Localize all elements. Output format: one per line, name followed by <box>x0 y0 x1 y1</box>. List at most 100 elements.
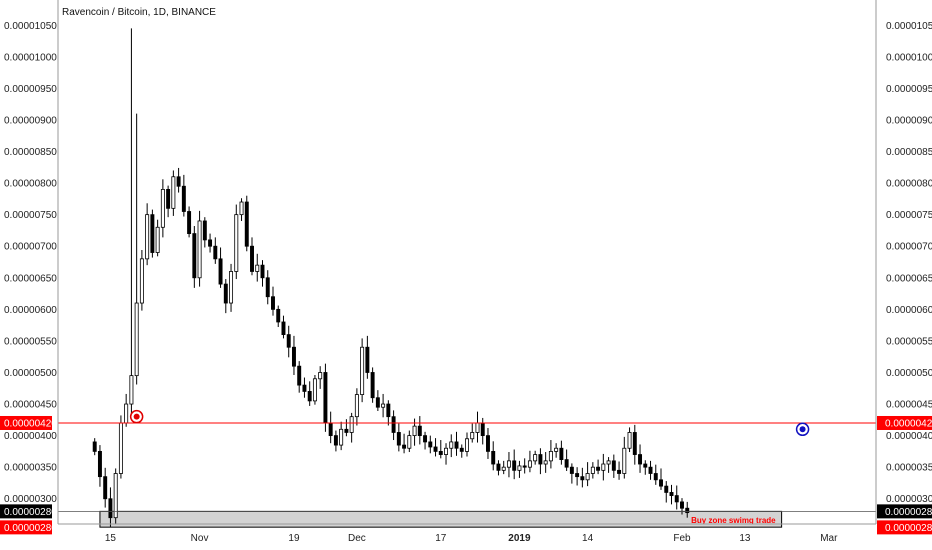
candle-body[interactable] <box>475 422 480 433</box>
candle-body[interactable] <box>139 258 144 304</box>
candle-body[interactable] <box>632 432 637 455</box>
candle-body[interactable] <box>250 245 254 272</box>
candle-body[interactable] <box>659 479 663 487</box>
candle-body[interactable] <box>166 188 171 209</box>
candle-body[interactable] <box>449 441 454 449</box>
candle-body[interactable] <box>297 365 302 386</box>
candle-body[interactable] <box>391 416 396 433</box>
candle-body[interactable] <box>606 460 611 465</box>
candle-body[interactable] <box>197 220 202 279</box>
candle-body[interactable] <box>674 495 679 503</box>
candle-body[interactable] <box>365 346 370 373</box>
candle-body[interactable] <box>323 372 328 424</box>
candle-body[interactable] <box>176 176 181 187</box>
candle-body[interactable] <box>402 444 407 449</box>
candle-body[interactable] <box>271 296 275 310</box>
candle-body[interactable] <box>234 214 239 272</box>
candle-body[interactable] <box>585 473 590 481</box>
candle-body[interactable] <box>118 422 123 474</box>
candle-body[interactable] <box>239 201 244 216</box>
candle-body[interactable] <box>685 507 690 514</box>
candle-body[interactable] <box>375 397 380 408</box>
candle-body[interactable] <box>370 372 375 399</box>
candle-body[interactable] <box>276 308 281 323</box>
candle-body[interactable] <box>580 476 585 481</box>
target-marker-2[interactable] <box>795 422 810 437</box>
candle-body[interactable] <box>569 466 574 474</box>
candle-body[interactable] <box>617 469 622 474</box>
candle-body[interactable] <box>522 465 527 468</box>
candle-body[interactable] <box>465 438 469 452</box>
candle-body[interactable] <box>601 463 606 471</box>
candle-body[interactable] <box>433 446 438 452</box>
candle-body[interactable] <box>396 432 401 446</box>
candle-body[interactable] <box>564 459 569 468</box>
target-marker-1[interactable] <box>129 409 144 424</box>
candle-body[interactable] <box>648 466 653 474</box>
candle-body[interactable] <box>302 384 307 392</box>
candle-body[interactable] <box>480 422 485 437</box>
candle-body[interactable] <box>680 501 684 509</box>
candle-body[interactable] <box>596 466 601 471</box>
candle-body[interactable] <box>643 463 648 468</box>
candle-body[interactable] <box>97 450 102 478</box>
candle-body[interactable] <box>407 435 412 449</box>
candle-body[interactable] <box>554 447 559 452</box>
candle-body[interactable] <box>669 492 674 496</box>
candle-body[interactable] <box>208 239 213 247</box>
candle-body[interactable] <box>559 447 564 461</box>
candle-body[interactable] <box>454 441 459 449</box>
candle-body[interactable] <box>213 245 218 260</box>
candle-body[interactable] <box>113 473 118 519</box>
candle-body[interactable] <box>538 454 543 465</box>
left-price-axis[interactable]: 0.00001050 0.00001000 0.00000950 0.00000900… <box>4 21 57 505</box>
candle-body[interactable] <box>181 185 186 212</box>
candle-body[interactable] <box>517 465 522 471</box>
candle-body[interactable] <box>92 441 97 452</box>
candle-body[interactable] <box>590 466 595 474</box>
candle-body[interactable] <box>155 226 160 253</box>
candle-body[interactable] <box>265 277 270 298</box>
candle-body[interactable] <box>354 394 359 418</box>
candle-body[interactable] <box>438 450 443 455</box>
candle-body[interactable] <box>229 271 234 304</box>
candle-body[interactable] <box>543 460 548 465</box>
candle-body[interactable] <box>160 188 165 228</box>
candle-body[interactable] <box>344 428 349 433</box>
candle-body[interactable] <box>244 201 249 247</box>
candle-body[interactable] <box>187 211 192 234</box>
candle-body[interactable] <box>491 450 496 465</box>
candle-body[interactable] <box>444 447 448 455</box>
candle-body[interactable] <box>312 378 317 402</box>
candle-body[interactable] <box>339 428 344 446</box>
candle-body[interactable] <box>548 450 553 462</box>
candle-body[interactable] <box>291 346 296 367</box>
candle-body[interactable] <box>192 233 197 279</box>
candle-body[interactable] <box>218 258 223 285</box>
candle-body[interactable] <box>412 425 417 437</box>
candle-body[interactable] <box>255 264 260 272</box>
candle-body[interactable] <box>653 473 658 481</box>
candle-body[interactable] <box>638 454 643 465</box>
candle-body[interactable] <box>171 176 176 209</box>
candle-body[interactable] <box>124 403 129 424</box>
candle-body[interactable] <box>333 435 338 446</box>
candle-body[interactable] <box>386 403 391 418</box>
candle-body[interactable] <box>223 283 228 304</box>
candle-body[interactable] <box>428 441 433 448</box>
candle-body[interactable] <box>328 422 333 437</box>
candle-body[interactable] <box>470 432 475 440</box>
candle-body[interactable] <box>318 372 323 380</box>
buy-zone-box[interactable] <box>99 510 783 528</box>
candle-body[interactable] <box>664 485 669 493</box>
candle-body[interactable] <box>533 454 538 462</box>
candle-body[interactable] <box>575 473 580 478</box>
candle-body[interactable] <box>145 214 150 260</box>
candle-body[interactable] <box>527 460 532 468</box>
candle-body[interactable] <box>423 435 428 443</box>
candle-body[interactable] <box>360 346 365 395</box>
candle-body[interactable] <box>417 425 422 437</box>
candle-body[interactable] <box>134 302 139 377</box>
candle-body[interactable] <box>506 460 511 468</box>
candle-body[interactable] <box>103 476 108 500</box>
